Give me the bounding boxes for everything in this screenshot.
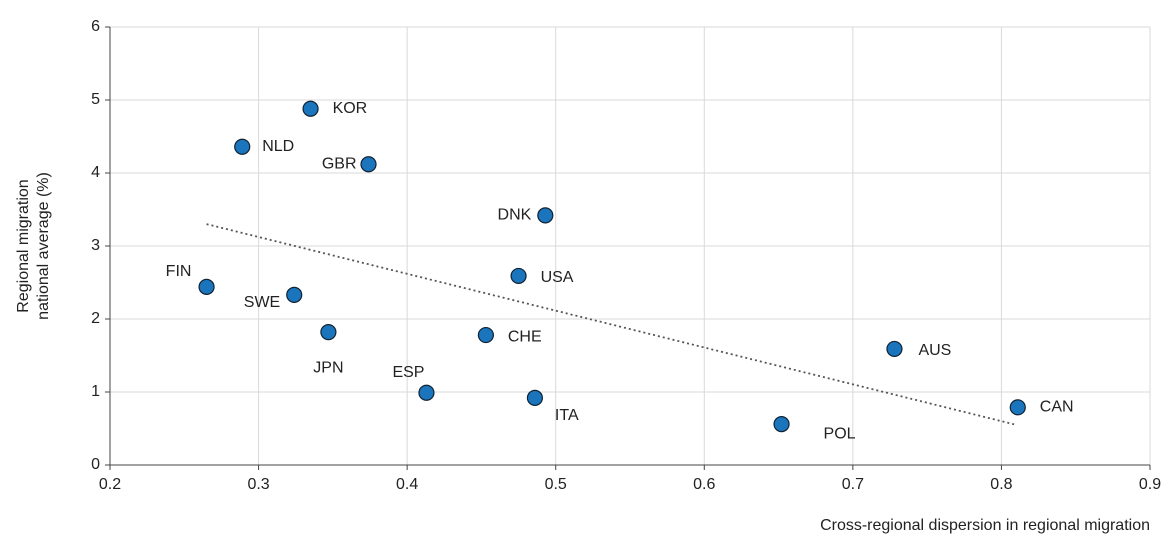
point xyxy=(320,324,337,341)
x-tick-label: 0.6 xyxy=(693,476,715,493)
y-tick-label: 6 xyxy=(91,18,100,35)
point xyxy=(302,100,319,117)
x-tick-label: 0.2 xyxy=(99,476,121,493)
x-axis-label: Cross-regional dispersion in regional mi… xyxy=(820,517,1150,534)
y-tick-label: 5 xyxy=(91,91,100,108)
point-label: POL xyxy=(824,425,856,442)
point xyxy=(477,326,494,344)
point-label: USA xyxy=(541,269,574,286)
point-label: AUS xyxy=(918,342,951,359)
point-label: ITA xyxy=(555,407,579,424)
point xyxy=(886,340,903,358)
point xyxy=(1009,399,1026,416)
point xyxy=(418,384,435,401)
point-label: NLD xyxy=(262,138,294,155)
point-label: KOR xyxy=(333,100,368,117)
x-tick-label: 0.5 xyxy=(545,476,567,493)
point-label: CHE xyxy=(508,328,542,345)
point-label: SWE xyxy=(244,294,280,311)
point xyxy=(286,286,303,304)
y-tick-label: 4 xyxy=(91,164,100,181)
x-tick-label: 0.7 xyxy=(842,476,864,493)
point-label: JPN xyxy=(313,359,343,376)
y-tick-label: 3 xyxy=(91,237,100,254)
point xyxy=(234,138,251,155)
y-axis-label: Regional migration xyxy=(15,179,32,312)
y-axis-label: national average (%) xyxy=(35,172,52,320)
y-tick-label: 1 xyxy=(91,383,100,400)
y-tick-label: 0 xyxy=(91,456,100,473)
point-label: GBR xyxy=(322,155,357,172)
point-label: FIN xyxy=(166,263,192,280)
point-label: CAN xyxy=(1040,399,1074,416)
point xyxy=(198,278,215,295)
y-tick-label: 2 xyxy=(91,310,100,327)
point xyxy=(537,207,554,224)
x-tick-label: 0.4 xyxy=(396,476,418,493)
trend-line xyxy=(206,223,1017,426)
point xyxy=(360,156,377,173)
x-tick-label: 0.8 xyxy=(990,476,1012,493)
point xyxy=(526,389,544,406)
point-label: DNK xyxy=(498,207,532,224)
point xyxy=(773,416,790,433)
point-label: ESP xyxy=(392,364,424,381)
x-tick-label: 0.3 xyxy=(247,476,269,493)
x-tick-label: 0.9 xyxy=(1139,476,1161,493)
point xyxy=(510,267,527,285)
